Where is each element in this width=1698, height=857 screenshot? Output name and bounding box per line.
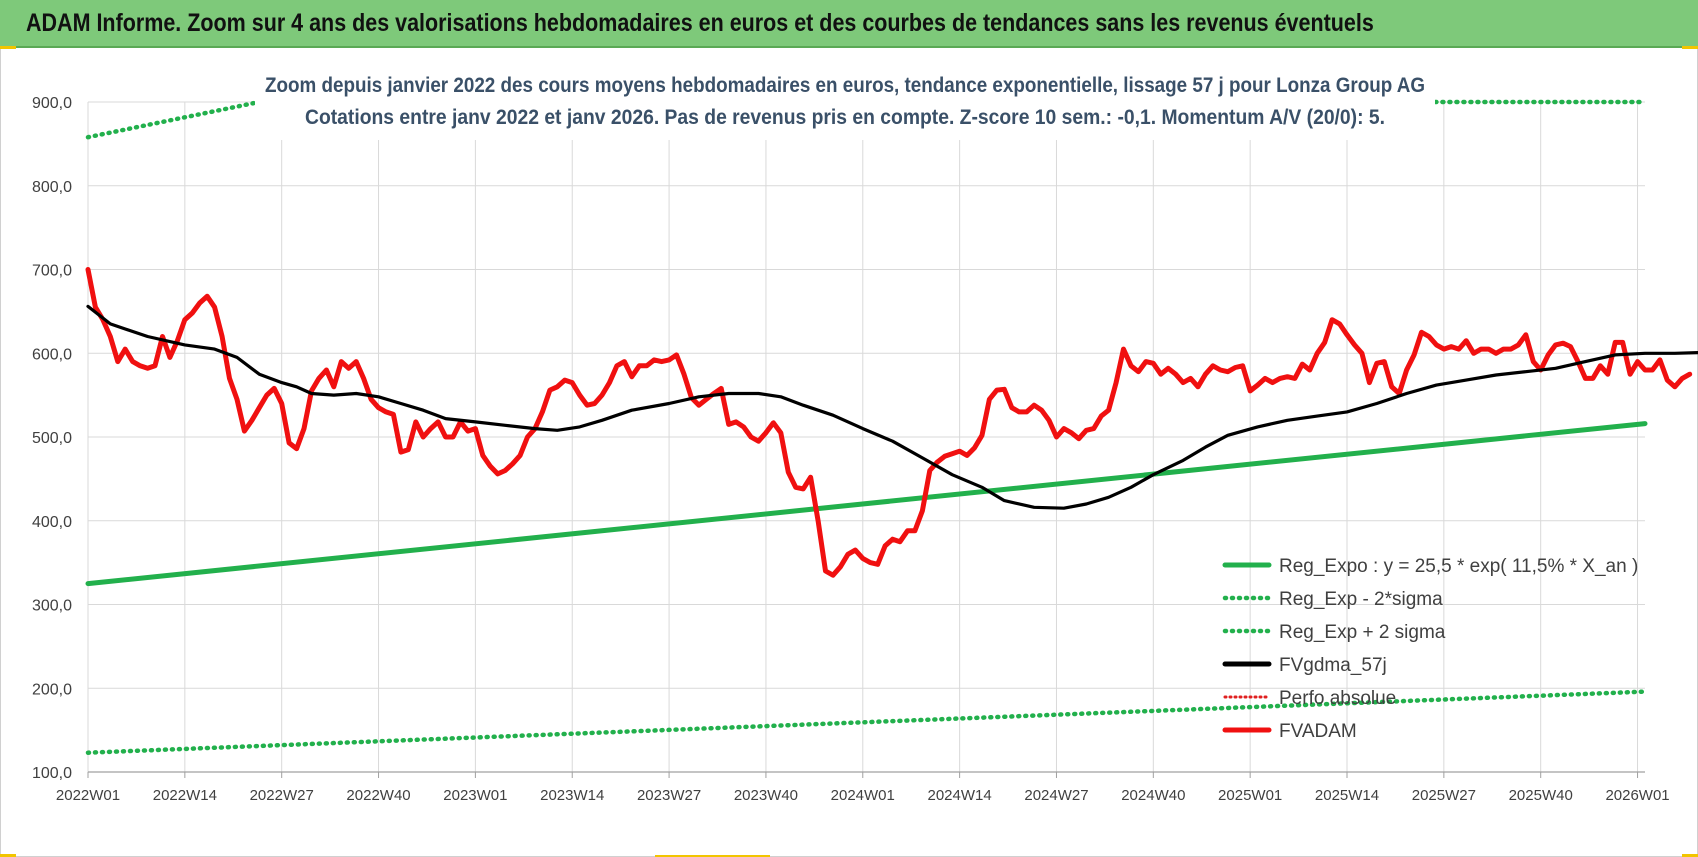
x-tick-label: 2022W14: [153, 787, 217, 804]
line-chart: 100,0 200,0 300,0 400,0 500,0 600,0 700,0 800,0…: [32, 60, 1698, 804]
x-tick-label: 2026W01: [1605, 787, 1669, 804]
series-line-reg-expo-y-25-5-exp-11-5-x-an: [85, 421, 1648, 587]
x-tick-label: 2024W01: [831, 787, 895, 804]
legend: Reg_Expo : y = 25,5 * exp( 11,5% * X_an …: [1222, 556, 1638, 742]
x-tick-label: 2024W14: [928, 787, 992, 804]
corner-mark: [1682, 46, 1698, 49]
y-axis: 100,0 200,0 300,0 400,0 500,0 600,0 700,0 800,0…: [32, 95, 72, 782]
chart-subtitle: Cotations entre janv 2022 et janv 2026. …: [305, 106, 1385, 129]
header-banner: ADAM Informe. Zoom sur 4 ans des valoris…: [0, 0, 1698, 48]
legend-label: FVgdma_57j: [1279, 655, 1387, 676]
series-line-reg-exp-2-sigma: [85, 689, 1648, 755]
x-tick-label: 2023W01: [443, 787, 507, 804]
y-tick-label: 600,0: [32, 346, 72, 363]
corner-mark: [0, 854, 16, 857]
x-tick-label: 2023W27: [637, 787, 701, 804]
x-tick-label: 2025W14: [1315, 787, 1379, 804]
y-tick-label: 800,0: [32, 179, 72, 196]
x-tick-label: 2025W27: [1412, 787, 1476, 804]
y-tick-label: 200,0: [32, 681, 72, 698]
x-tick-label: 2025W01: [1218, 787, 1282, 804]
x-tick-label: 2023W40: [734, 787, 798, 804]
title-background: [255, 60, 1435, 140]
x-tick-label: 2023W14: [540, 787, 604, 804]
x-tick-label: 2022W01: [56, 787, 120, 804]
x-tick-label: 2024W27: [1024, 787, 1088, 804]
y-tick-label: 700,0: [32, 263, 72, 280]
x-tick-label: 2025W40: [1509, 787, 1573, 804]
legend-label: Reg_Exp + 2 sigma: [1279, 622, 1446, 643]
y-tick-label: 100,0: [32, 765, 72, 782]
y-tick-label: 500,0: [32, 430, 72, 447]
series-line-fvadam: [85, 267, 1693, 578]
corner-mark: [0, 46, 16, 49]
y-tick-label: 400,0: [32, 514, 72, 531]
y-tick-label: 900,0: [32, 95, 72, 112]
corner-mark: [1682, 854, 1698, 857]
legend-label: FVADAM: [1279, 721, 1357, 742]
x-axis: 2022W01 2022W14 2022W27 2022W40 2023W01 2023W…: [56, 771, 1670, 804]
x-tick-label: 2024W40: [1121, 787, 1185, 804]
x-tick-label: 2022W40: [346, 787, 410, 804]
y-tick-label: 300,0: [32, 598, 72, 615]
legend-label: Reg_Expo : y = 25,5 * exp( 11,5% * X_an …: [1279, 556, 1638, 577]
grid: [87, 101, 1645, 773]
page-title: ADAM Informe. Zoom sur 4 ans des valoris…: [26, 9, 1374, 37]
chart-titles: Zoom depuis janvier 2022 des cours moyen…: [255, 60, 1435, 140]
series-group: [85, 99, 1698, 755]
legend-label: Perfo absolue: [1279, 688, 1396, 709]
x-tick-label: 2022W27: [250, 787, 314, 804]
series-line-fvgdma-57j: [86, 304, 1698, 510]
bottom-accent: [655, 855, 770, 857]
chart-title: Zoom depuis janvier 2022 des cours moyen…: [265, 74, 1425, 97]
legend-label: Reg_Exp - 2*sigma: [1279, 589, 1443, 610]
